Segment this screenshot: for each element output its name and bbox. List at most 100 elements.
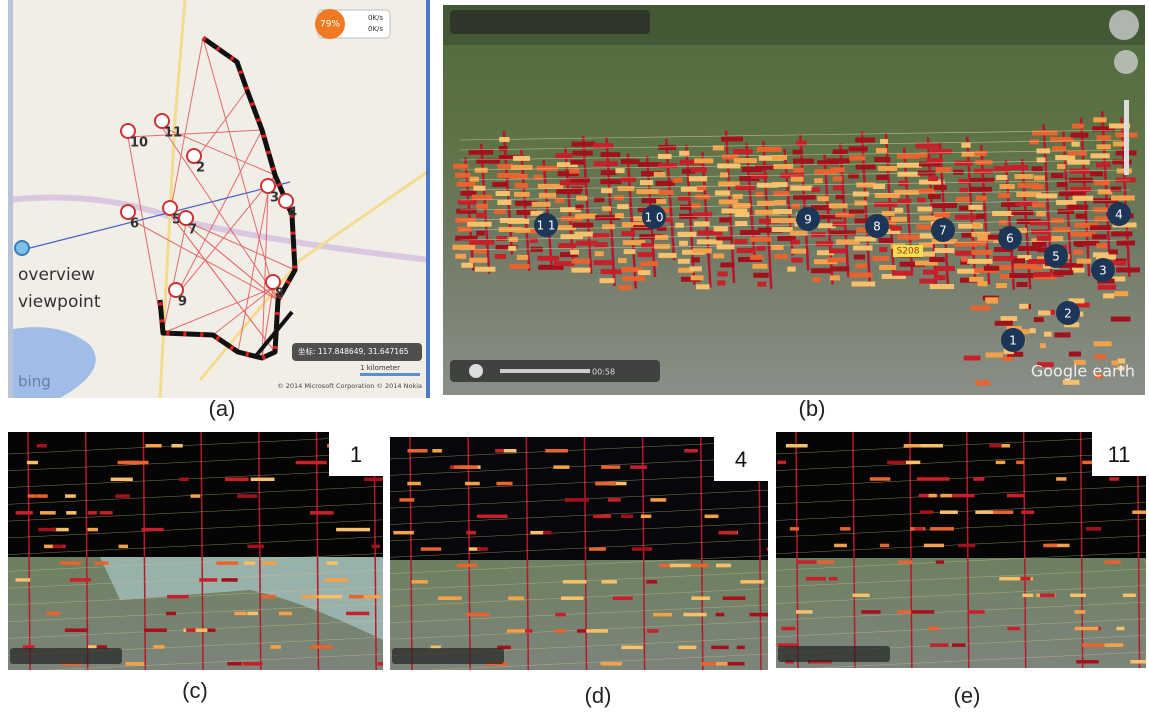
curtain-bar xyxy=(1009,273,1035,278)
curtain-bar xyxy=(600,179,621,184)
curtain-bar xyxy=(757,201,775,206)
curtain-bar xyxy=(876,148,887,153)
curtain-bar xyxy=(791,249,806,254)
curtain-bar xyxy=(952,494,975,498)
curtain-bar xyxy=(830,266,849,271)
curtain-bar xyxy=(594,242,608,247)
curtain-bar xyxy=(618,186,635,191)
curtain-bar xyxy=(530,531,543,535)
curtain-bar xyxy=(586,629,608,633)
curtain-bar xyxy=(167,595,189,599)
marker-label: 9 xyxy=(178,295,187,310)
curtain-bar xyxy=(16,511,33,514)
curtain-bar xyxy=(555,629,566,633)
curtain-bar xyxy=(977,281,987,286)
curtain-bar xyxy=(967,259,992,264)
speed: 0K/s xyxy=(368,25,383,33)
curtain-bar xyxy=(880,139,888,144)
curtain-bar xyxy=(880,544,889,548)
curtain-bar xyxy=(974,169,993,174)
curtain-bar xyxy=(221,578,237,582)
curtain-bar xyxy=(641,515,651,519)
curtain-bar xyxy=(683,613,706,617)
curtain-bar xyxy=(1016,282,1027,287)
curtain-bar xyxy=(1055,155,1075,160)
scale: 1 kilometer xyxy=(360,364,400,372)
curtain-bar xyxy=(689,176,707,181)
curtain-bar xyxy=(243,662,263,666)
curtain-bar xyxy=(66,511,76,514)
curtain-bar xyxy=(1057,182,1067,187)
curtain-bar xyxy=(930,284,954,289)
curtain-bar xyxy=(1117,627,1125,631)
marker-label: 11 xyxy=(164,126,182,141)
curtain-bar xyxy=(571,268,590,273)
panel-e: 11 xyxy=(776,432,1149,670)
curtain-bar xyxy=(630,465,647,469)
curtain-bar xyxy=(921,444,943,448)
site-label: 8 xyxy=(873,220,881,234)
curtain-bar xyxy=(897,199,911,204)
curtain-bar xyxy=(1030,139,1039,144)
curtain-bar xyxy=(879,265,896,270)
curtain-bar xyxy=(831,167,845,172)
curtain-bar xyxy=(553,465,569,469)
curtain-bar xyxy=(638,270,650,275)
curtain-bar xyxy=(751,174,768,179)
curtain-bar xyxy=(999,577,1020,581)
caption: (c) xyxy=(182,678,208,703)
curtain-bar xyxy=(855,137,875,142)
curtain-bar xyxy=(1072,124,1084,129)
coordinates: 坐标: 117.848649, 31.647165 xyxy=(298,346,409,356)
curtain-bar xyxy=(919,279,935,284)
curtain-bar xyxy=(1068,205,1089,210)
curtain-bar xyxy=(961,143,970,148)
curtain-bar xyxy=(1076,242,1085,247)
curtain-bar xyxy=(790,527,799,531)
curtain-bar xyxy=(1070,594,1086,598)
curtain-bar xyxy=(1031,229,1050,234)
curtain-bar xyxy=(734,158,757,163)
curtain-bar xyxy=(834,544,847,548)
curtain-bar xyxy=(817,196,829,201)
panel-c: 1 xyxy=(8,432,389,672)
curtain-bar xyxy=(1071,133,1089,138)
curtain-bar xyxy=(622,276,645,281)
curtain-bar xyxy=(593,260,612,265)
speed-percent: 79% xyxy=(320,20,340,30)
curtain-bar xyxy=(954,161,972,166)
curtain-bar xyxy=(917,207,932,212)
curtain-bar xyxy=(737,248,756,253)
curtain-bar xyxy=(929,494,937,498)
curtain-bar xyxy=(711,646,729,650)
curtain-bar xyxy=(621,231,635,236)
curtain-bar xyxy=(600,152,620,157)
curtain-bar xyxy=(496,482,512,486)
curtain-bar xyxy=(1007,627,1020,631)
curtain-bar xyxy=(964,356,981,361)
curtain-bar xyxy=(310,645,333,649)
curtain-bar xyxy=(100,511,113,514)
curtain-bar xyxy=(753,273,769,278)
site-label: 1 0 xyxy=(644,211,663,225)
curtain-bar xyxy=(199,578,217,582)
curtain-bar xyxy=(572,223,593,228)
curtain-bar xyxy=(796,610,813,614)
brand: bing xyxy=(18,373,51,391)
curtain-bar xyxy=(811,268,831,273)
curtain-bar xyxy=(719,217,730,222)
curtain-bar xyxy=(36,494,47,498)
curtain-bar xyxy=(993,510,1013,514)
curtain-bar xyxy=(870,477,890,481)
curtain-bar xyxy=(791,258,802,263)
curtain-bar xyxy=(469,240,494,245)
curtain-bar xyxy=(792,240,800,245)
view-tag: 11 xyxy=(1108,442,1131,467)
curtain-bar xyxy=(457,227,471,232)
curtain-bar xyxy=(454,465,478,469)
site-label: 5 xyxy=(1052,250,1060,264)
curtain-bar xyxy=(1040,594,1055,598)
curtain-bar xyxy=(632,547,652,551)
curtain-bar xyxy=(650,498,665,502)
curtain-bar xyxy=(774,254,788,259)
